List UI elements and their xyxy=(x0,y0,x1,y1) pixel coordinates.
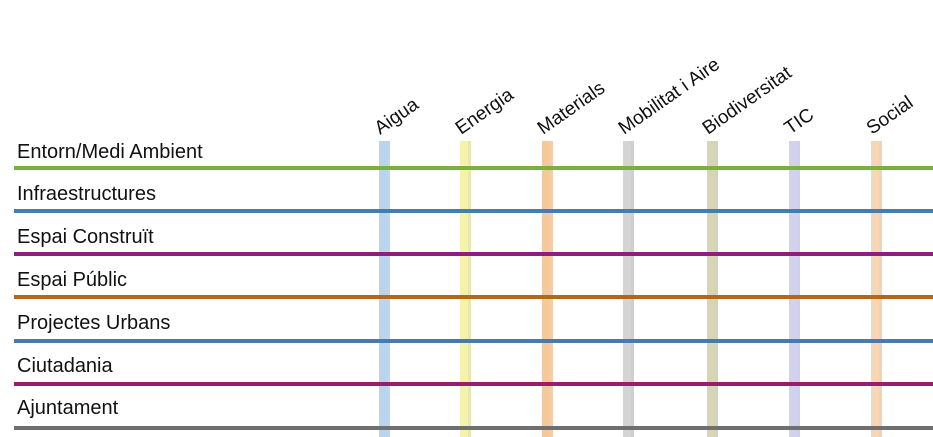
column-line xyxy=(789,141,797,437)
column-labels: Aigua Energia Materials Mobilitat i AireBio… xyxy=(371,54,917,139)
row-line xyxy=(14,252,933,256)
column-label: Social xyxy=(863,92,917,139)
row-line xyxy=(14,209,933,213)
row-line xyxy=(14,339,933,343)
row-label: Projectes Urbans xyxy=(17,312,170,334)
column-line xyxy=(542,141,550,437)
column-line xyxy=(871,141,879,437)
column-label: Materials xyxy=(534,78,609,139)
row-label: Ciutadania xyxy=(17,355,114,377)
column-label: TIC xyxy=(781,104,818,139)
row-line xyxy=(14,166,933,170)
row-label: Infraestructures xyxy=(17,183,156,205)
column-lines xyxy=(379,141,882,437)
row-line xyxy=(14,382,933,386)
row-lines xyxy=(14,166,933,430)
column-line xyxy=(379,141,387,437)
column-label: Aigua xyxy=(371,94,423,139)
row-label: Entorn/Medi Ambient xyxy=(17,141,203,163)
row-label: Ajuntament xyxy=(17,397,119,419)
row-line xyxy=(14,426,933,430)
row-line xyxy=(14,295,933,299)
column-line xyxy=(623,141,631,437)
column-line xyxy=(460,141,468,437)
column-label: Energia xyxy=(452,84,518,139)
row-label: Espai Públic xyxy=(17,269,127,291)
column-line xyxy=(707,141,715,437)
row-label: Espai Construït xyxy=(17,226,154,248)
row-labels: Entorn/Medi Ambient Infraestructures Espai… xyxy=(17,141,203,419)
